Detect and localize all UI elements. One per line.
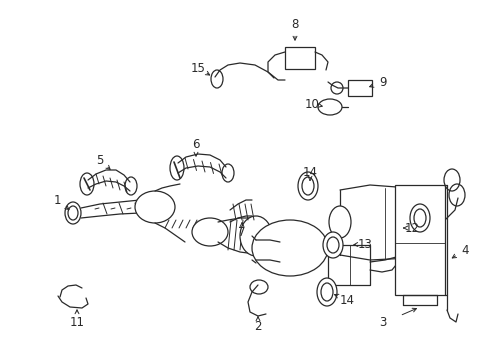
Ellipse shape bbox=[135, 191, 175, 223]
Text: 14: 14 bbox=[302, 166, 317, 179]
Ellipse shape bbox=[251, 220, 327, 276]
Bar bbox=[285, 47, 314, 69]
Text: 14: 14 bbox=[339, 293, 354, 306]
Text: 5: 5 bbox=[96, 153, 103, 166]
Text: 6: 6 bbox=[192, 139, 199, 152]
Ellipse shape bbox=[192, 218, 227, 246]
Text: 4: 4 bbox=[460, 243, 468, 256]
Text: 2: 2 bbox=[254, 320, 261, 333]
Ellipse shape bbox=[240, 216, 271, 256]
Text: 12: 12 bbox=[404, 221, 419, 234]
Ellipse shape bbox=[328, 206, 350, 238]
Text: 1: 1 bbox=[53, 194, 61, 207]
Ellipse shape bbox=[421, 208, 441, 236]
Text: 11: 11 bbox=[69, 315, 84, 328]
Ellipse shape bbox=[317, 99, 341, 115]
Text: 7: 7 bbox=[238, 226, 245, 239]
Ellipse shape bbox=[323, 232, 342, 258]
Text: 10: 10 bbox=[304, 98, 319, 111]
Text: 9: 9 bbox=[379, 76, 386, 89]
Text: 13: 13 bbox=[357, 238, 372, 251]
Text: 8: 8 bbox=[291, 18, 298, 31]
Ellipse shape bbox=[297, 172, 317, 200]
Ellipse shape bbox=[409, 204, 429, 232]
Text: 15: 15 bbox=[190, 62, 205, 75]
Ellipse shape bbox=[316, 278, 336, 306]
Text: 3: 3 bbox=[379, 316, 386, 329]
Bar bbox=[347, 80, 371, 96]
Bar bbox=[394, 185, 444, 295]
